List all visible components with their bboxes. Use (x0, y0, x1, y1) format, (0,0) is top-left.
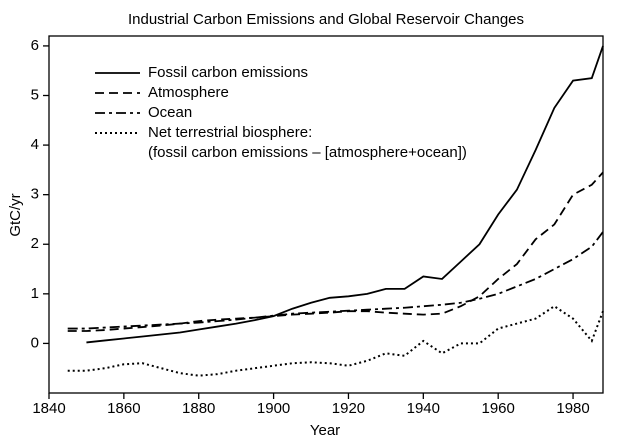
x-axis-label: Year (310, 422, 340, 439)
legend-label: Atmosphere (148, 84, 229, 101)
series-line (67, 171, 604, 332)
legend-label: Ocean (148, 104, 192, 121)
x-tick-label: 1860 (107, 400, 140, 417)
plot-frame (48, 35, 604, 394)
x-tick-label: 1960 (482, 400, 515, 417)
legend-label: Net terrestrial biosphere: (148, 124, 312, 141)
y-axis-label: GtC/yr (7, 193, 24, 236)
y-tick-label: 1 (31, 285, 39, 302)
x-tick-label: 1940 (407, 400, 440, 417)
y-tick-label: 2 (31, 235, 39, 252)
y-tick-label: 0 (31, 334, 39, 351)
legend-description: (fossil carbon emissions – [atmosphere+o… (148, 144, 467, 161)
y-tick-label: 3 (31, 186, 39, 203)
x-tick-label: 1840 (32, 400, 65, 417)
y-tick-label: 6 (31, 37, 39, 54)
x-tick-label: 1920 (332, 400, 365, 417)
chart-title: Industrial Carbon Emissions and Global R… (128, 11, 524, 28)
x-tick-label: 1980 (556, 400, 589, 417)
series-line (67, 305, 604, 377)
x-tick-label: 1880 (182, 400, 215, 417)
y-tick-label: 5 (31, 86, 39, 103)
x-tick-label: 1900 (257, 400, 290, 417)
y-tick-label: 4 (31, 136, 39, 153)
series-line (67, 231, 604, 330)
legend-label: Fossil carbon emissions (148, 64, 308, 81)
series-line (86, 45, 604, 344)
